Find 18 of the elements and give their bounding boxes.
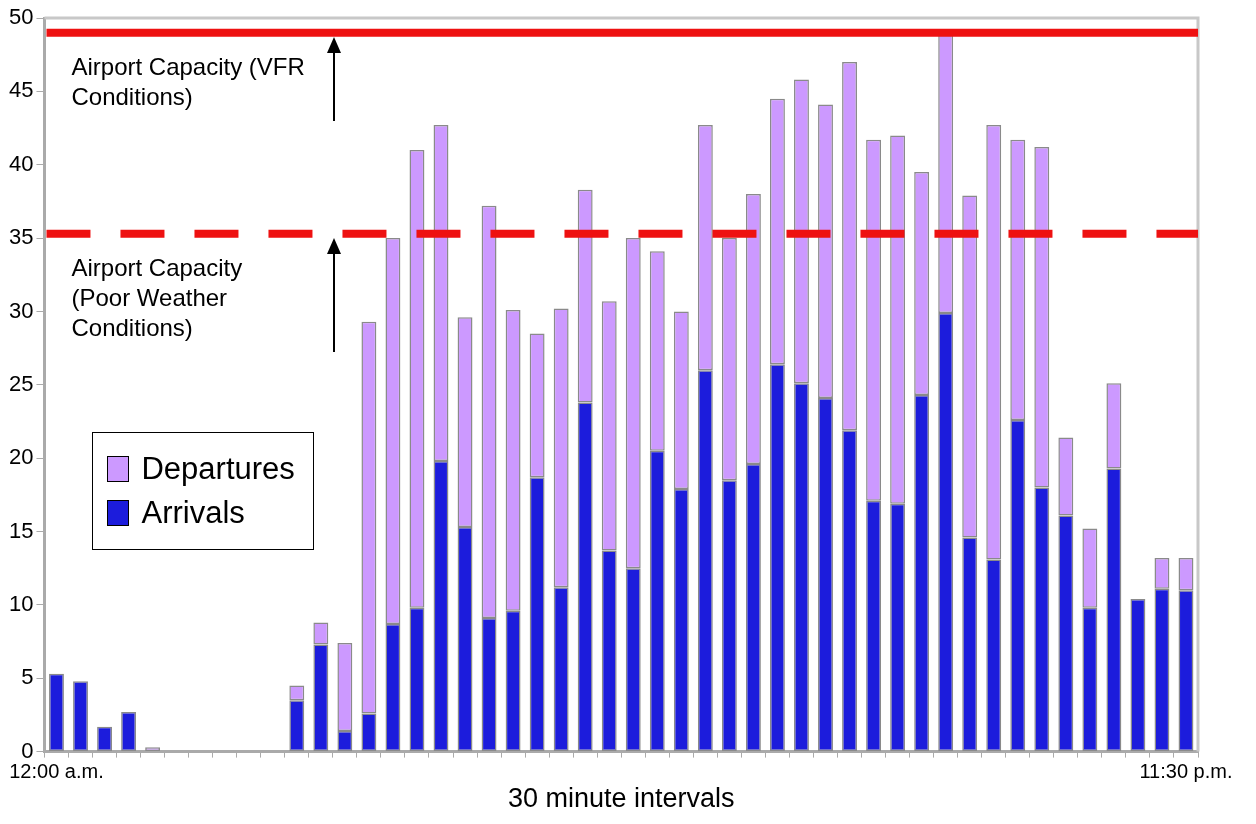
ref-line-label: Airport Capacity (Poor Weather Conditions) — [71, 254, 243, 342]
legend-label: Arrivals — [141, 494, 245, 531]
x-tick-label: 12:00 a.m. — [9, 760, 104, 783]
y-tick-label: 10 — [8, 590, 34, 616]
y-tick-label: 40 — [8, 150, 34, 176]
x-tick-label: 11:30 p.m. — [1139, 760, 1233, 783]
x-axis-title: 30 minute intervals — [507, 783, 735, 814]
y-tick-label: 0 — [21, 737, 34, 763]
y-tick-label: 50 — [8, 4, 34, 30]
legend-label: Departures — [141, 450, 295, 487]
y-tick-label: 45 — [8, 77, 34, 103]
y-tick-label: 20 — [8, 444, 34, 470]
y-tick-label: 25 — [8, 370, 34, 396]
ref-line-label: Airport Capacity (VFR Conditions) — [71, 53, 305, 111]
y-tick-label: 5 — [21, 664, 34, 690]
y-tick-label: 15 — [8, 517, 34, 543]
y-tick-label: 30 — [8, 297, 34, 323]
y-tick-label: 35 — [8, 224, 34, 250]
